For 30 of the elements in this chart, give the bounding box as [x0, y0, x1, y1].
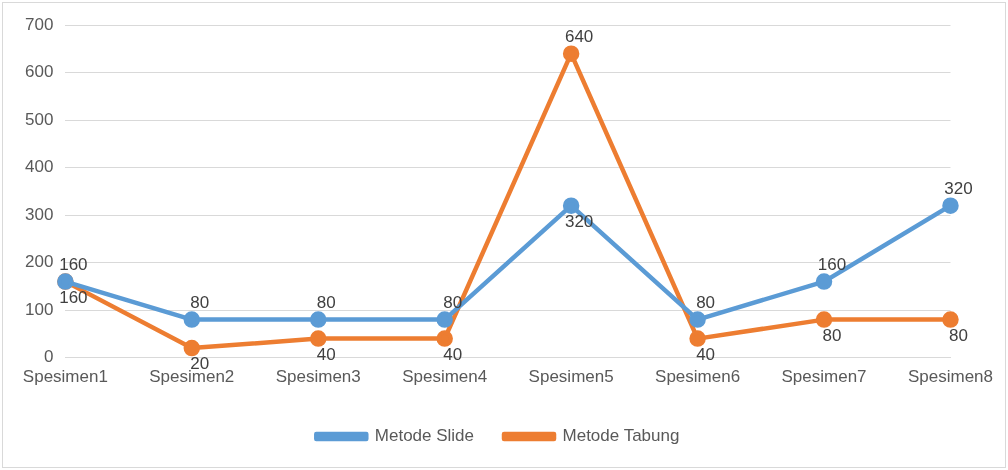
x-tick-label: Spesimen1 [22, 367, 108, 387]
data-label: 40 [316, 344, 336, 364]
y-tick-label: 200 [24, 252, 54, 272]
legend-label: Metode Tabung [562, 426, 680, 446]
data-label: 40 [443, 344, 463, 364]
data-label: 80 [949, 325, 968, 345]
data-label: 80 [696, 292, 716, 312]
data-label: 160 [59, 254, 88, 274]
legend-label: Metode Slide [374, 426, 475, 446]
data-label: 80 [190, 292, 210, 312]
y-tick-label: 700 [24, 14, 54, 34]
x-tick-label: Spesimen8 [907, 367, 994, 387]
data-label: 80 [822, 325, 842, 345]
x-tick-label: Spesimen3 [275, 367, 361, 387]
y-tick-label: 500 [24, 109, 54, 129]
data-label: 160 [59, 287, 88, 307]
data-label: 320 [944, 178, 973, 198]
y-tick-label: 300 [24, 204, 54, 224]
x-tick-label: Spesimen5 [528, 367, 614, 387]
data-label: 80 [316, 292, 336, 312]
y-tick-label: 0 [43, 347, 54, 367]
data-label: 40 [696, 344, 716, 364]
x-tick-label: Spesimen7 [781, 367, 867, 387]
y-tick-label: 600 [24, 62, 54, 82]
data-label: 160 [817, 254, 847, 274]
data-label: 640 [564, 26, 594, 46]
x-tick-label: Spesimen4 [402, 367, 488, 387]
y-tick-label: 100 [24, 299, 54, 319]
x-tick-label: Spesimen6 [655, 367, 741, 387]
y-tick-label: 400 [24, 157, 54, 177]
